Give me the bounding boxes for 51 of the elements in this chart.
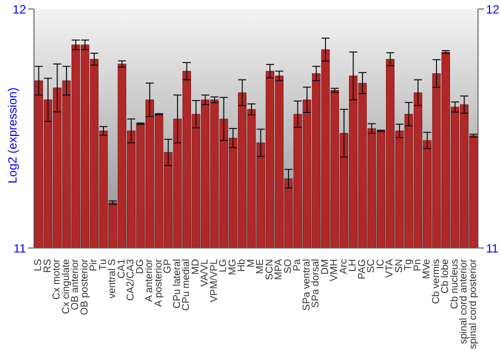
x-tick-label: Tu: [98, 259, 109, 270]
x-tick-label: SO: [282, 258, 294, 274]
x-tick-label: LG: [218, 258, 230, 272]
x-tick-label: SPa dorsal: [310, 259, 322, 308]
x-tick-label: VTA: [384, 258, 396, 278]
x-tick-label: DM: [320, 259, 331, 275]
y2-tick-label: 11: [486, 241, 499, 256]
x-tick-label: MG: [227, 258, 238, 276]
x-tick-label: A posterior: [153, 258, 164, 307]
x-tick-label: ME: [255, 258, 266, 274]
x-tick-label: SC: [366, 259, 378, 273]
x-tick-label: SCN: [264, 259, 276, 280]
x-tick-label: ventral S: [107, 258, 118, 298]
x-tick-label: OB anterior: [70, 258, 82, 310]
x-tick-label: Pn: [412, 259, 424, 272]
x-tick-label: Cb nucleus: [449, 259, 460, 310]
x-tick-label: GP: [162, 258, 174, 274]
x-tick-label: Tg: [403, 259, 414, 271]
x-tick-label: CA2/CA3: [126, 258, 137, 301]
x-tick-label: CPu lateral: [172, 259, 183, 308]
x-tick-label: A anterior: [144, 258, 156, 302]
x-tick-label: Hb: [236, 258, 248, 272]
x-tick-label: LS: [33, 258, 44, 272]
x-tick-label: SPa ventral: [301, 259, 312, 311]
y2-tick-label: 12: [486, 2, 500, 16]
x-tick-label: Cb vermis: [430, 259, 442, 304]
x-tick-label: MD: [190, 259, 202, 275]
x-tick-label: Arc: [338, 259, 350, 274]
x-tick-label: VPM/VPL: [208, 258, 220, 302]
x-tick-label: CA1: [116, 258, 128, 278]
x-tick-label: RS: [42, 258, 54, 273]
y-axis-title: Log2 (expression): [5, 87, 20, 184]
x-tick-label: Cx cingulate: [60, 258, 72, 314]
x-tick-label: PAG: [356, 258, 368, 280]
x-tick-label: MVe: [422, 258, 433, 280]
x-tick-label: Pir: [88, 258, 100, 272]
x-tick-label: spinal cord posterior: [468, 258, 479, 350]
x-tick-label: DG: [134, 258, 146, 274]
x-tick-label: SN: [394, 259, 405, 273]
x-tick-label: Cb lobe: [440, 258, 452, 294]
x-tick-label: MPA: [274, 258, 285, 280]
x-tick-label: Cx motor: [52, 258, 63, 300]
x-tick-label: OB posterior: [79, 258, 90, 316]
x-tick-label: M: [246, 259, 257, 268]
x-tick-label: VA/VL: [200, 258, 211, 287]
x-tick-label: VMH: [329, 259, 340, 282]
x-tick-label: Pa: [292, 258, 304, 272]
x-tick-label: spinal cord anterior: [458, 258, 470, 344]
x-tick-label: LH: [348, 259, 359, 272]
x-tick-label: IC: [375, 259, 386, 269]
x-tick-label: CPu medial: [181, 259, 192, 311]
